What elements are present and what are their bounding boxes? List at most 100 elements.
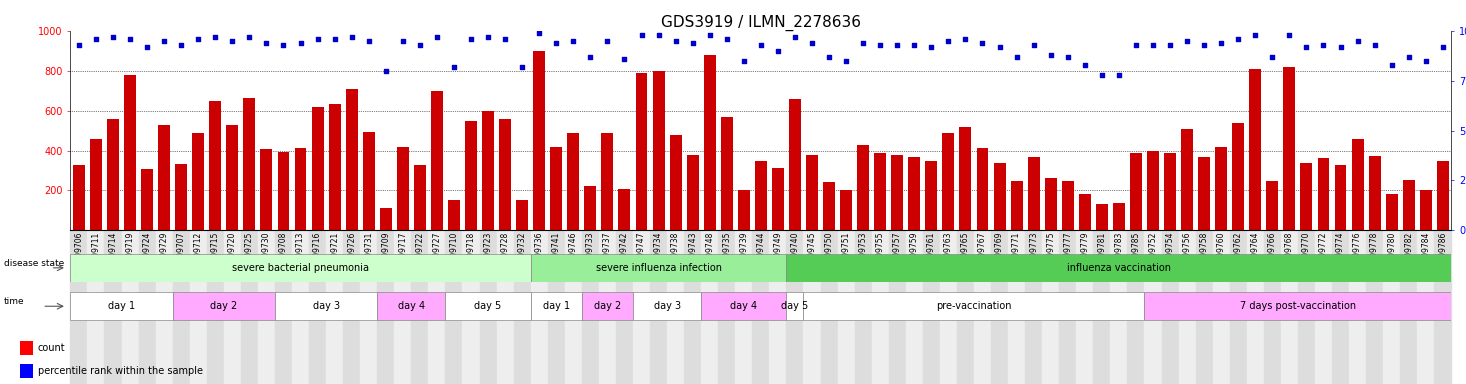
Bar [210,101,221,230]
Point [1039,51,1063,58]
Bar [70,230,88,384]
Bar [1403,180,1415,230]
Bar [1130,152,1142,230]
Title: GDS3919 / ILMN_2278636: GDS3919 / ILMN_2278636 [661,15,861,31]
Point [510,64,534,70]
Point [84,36,107,42]
Bar [721,117,733,230]
Bar [431,91,443,230]
Bar [701,230,718,384]
Point [970,40,994,46]
Bar [513,230,531,384]
Bar [652,71,664,230]
Bar [1097,204,1108,230]
Bar [994,162,1006,230]
FancyBboxPatch shape [377,293,446,320]
Bar [176,164,188,230]
Bar [1230,230,1246,384]
FancyBboxPatch shape [582,293,633,320]
Bar [397,147,409,230]
Bar [619,189,630,230]
Text: influenza vaccination: influenza vaccination [1067,263,1171,273]
Point [204,34,227,40]
Text: severe influenza infection: severe influenza infection [595,263,721,273]
Bar [1060,230,1076,384]
Point [1312,41,1336,48]
Bar [991,230,1009,384]
Bar [325,230,343,384]
Bar [343,230,361,384]
Bar [141,169,152,230]
Bar [822,182,836,230]
Bar [925,161,937,230]
Bar [686,154,699,230]
Point [289,40,312,46]
Bar [107,119,119,230]
Bar [1400,230,1418,384]
Bar [261,149,273,230]
Text: day 1: day 1 [108,301,135,311]
Bar [1079,194,1091,230]
Point [443,64,466,70]
Point [1158,41,1182,48]
Bar [1418,230,1434,384]
Bar [1061,182,1073,230]
Point [135,44,158,50]
Point [732,58,755,64]
Point [67,41,91,48]
Bar [89,139,103,230]
Point [1227,36,1250,42]
Text: percentile rank within the sample: percentile rank within the sample [38,366,202,376]
Point [680,40,704,46]
Bar [957,230,973,384]
Bar [1434,230,1451,384]
Bar [1094,230,1110,384]
Bar [855,230,872,384]
Point [237,34,261,40]
Point [1328,44,1352,50]
Bar [276,230,292,384]
FancyBboxPatch shape [276,293,377,320]
Point [1004,54,1028,60]
Point [1073,61,1097,68]
Bar [482,111,494,230]
Bar [1382,230,1400,384]
Bar [122,230,139,384]
Point [1415,58,1438,64]
Bar [309,230,325,384]
Point [630,31,654,38]
Text: day 2: day 2 [594,301,622,311]
Text: day 3: day 3 [312,301,340,311]
Point [937,38,960,44]
Bar [226,124,239,230]
Bar [21,341,32,355]
Point [647,31,670,38]
Text: pre-vaccination: pre-vaccination [937,301,1012,311]
Point [1176,38,1199,44]
Bar [104,230,122,384]
Bar [412,230,428,384]
Bar [1127,230,1145,384]
Bar [888,230,906,384]
Bar [906,230,922,384]
Bar [976,147,988,230]
Point [613,56,636,62]
Point [1261,54,1284,60]
Bar [670,134,682,230]
Bar [497,230,513,384]
Bar [752,230,770,384]
Point [1278,31,1302,38]
Bar [428,230,446,384]
Text: day 4: day 4 [397,301,425,311]
Point [1380,61,1403,68]
Bar [770,230,786,384]
Point [1091,71,1114,78]
Point [579,54,603,60]
Bar [155,230,173,384]
FancyBboxPatch shape [70,254,531,282]
Text: disease state: disease state [3,259,63,268]
Bar [1369,156,1381,230]
Bar [224,230,240,384]
Bar [1164,152,1176,230]
Bar [1366,230,1382,384]
